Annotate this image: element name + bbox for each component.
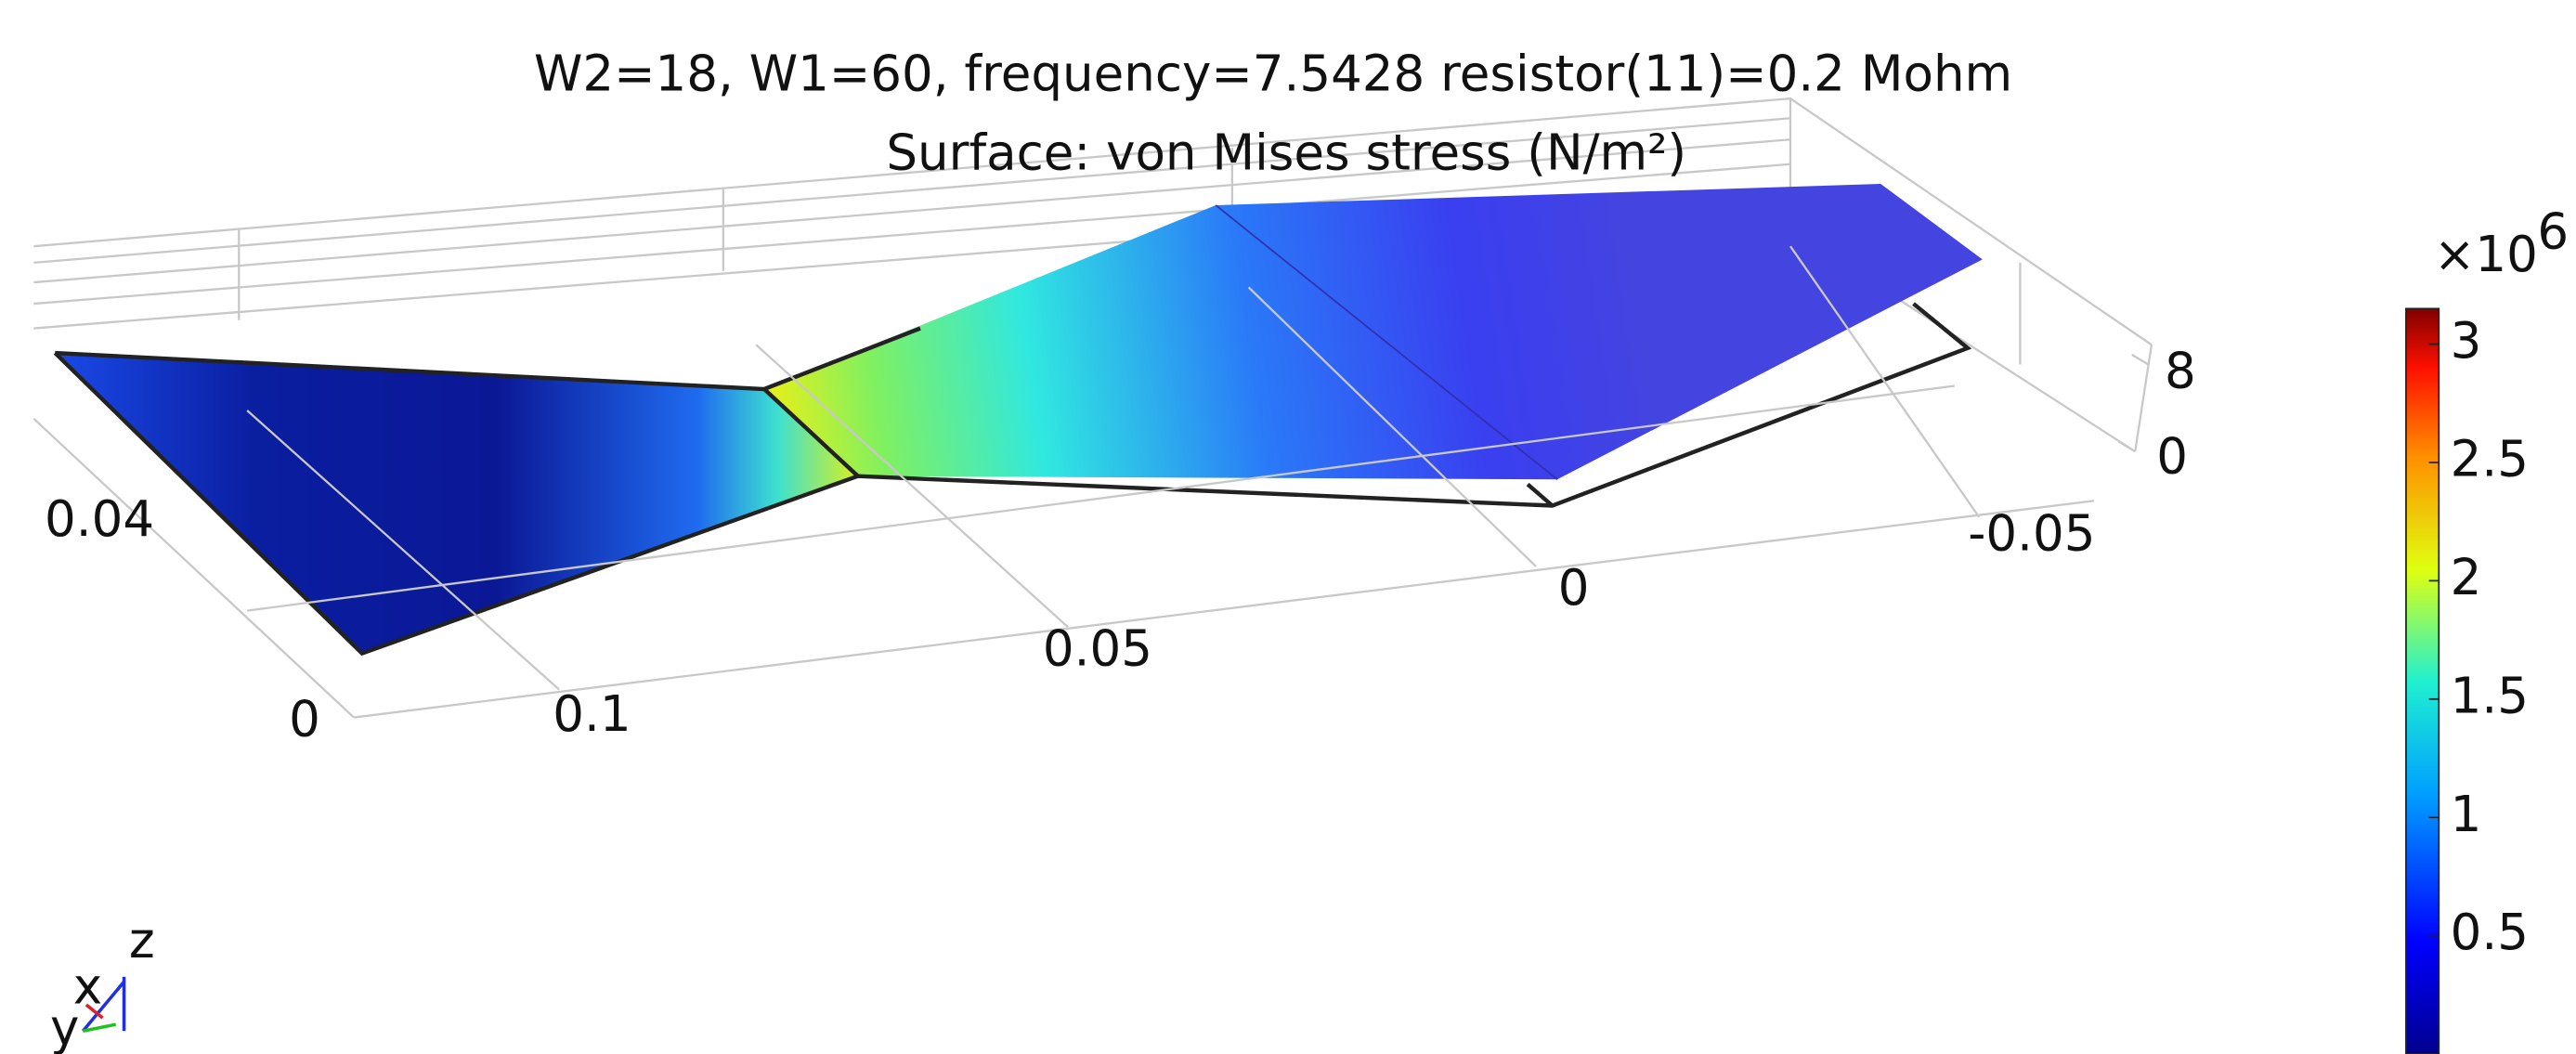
undeformed-outline [53,204,1972,657]
x-tick-label: 0.1 [553,685,631,743]
axis-triad [81,976,126,1033]
colorbar-tick-label: 1 [2451,786,2482,843]
triad-y: y [50,999,79,1054]
chart-subtitle: Surface: von Mises stress (N/m²) [886,124,1686,182]
colorbar-tick-label: 0.5 [2451,904,2529,961]
grid-line [246,384,1955,612]
z-tick-label: 0 [2156,428,2188,486]
colorbar-tick-label: 1.5 [2451,667,2529,724]
floor-edge [33,417,355,719]
x-tick-label: -0.05 [1968,505,2095,563]
colorbar-exponent: 6 [2537,202,2569,260]
colorbar-tick-label: 2.5 [2451,431,2529,488]
colorbar-multiplier: ×10 [2434,226,2538,283]
grid-line [755,344,1069,629]
surface-left [55,353,858,654]
colorbar-tick-label: 3 [2451,312,2482,370]
floor-edge [353,500,2095,719]
grid-line [1247,286,1537,567]
z-tick [2131,353,2149,366]
z-tick [2117,440,2136,453]
triad-z: z [129,912,155,969]
colorbar [2405,307,2440,1054]
grid-line [1789,245,1981,518]
colorbar-tick-label: 2 [2451,549,2482,606]
triad-x: x [73,958,102,1016]
x-tick-label: 0.05 [1043,620,1152,678]
axis-box [33,97,2153,453]
x-tick-label: 0 [1558,559,1590,617]
z-tick-label: 8 [2165,343,2196,400]
chart-title: W2=18, W1=60, frequency=7.5428 resistor(… [534,46,2012,103]
y-tick-label: 0.04 [45,490,154,548]
grid-line [246,410,560,691]
y-tick-label: 0 [289,691,320,748]
